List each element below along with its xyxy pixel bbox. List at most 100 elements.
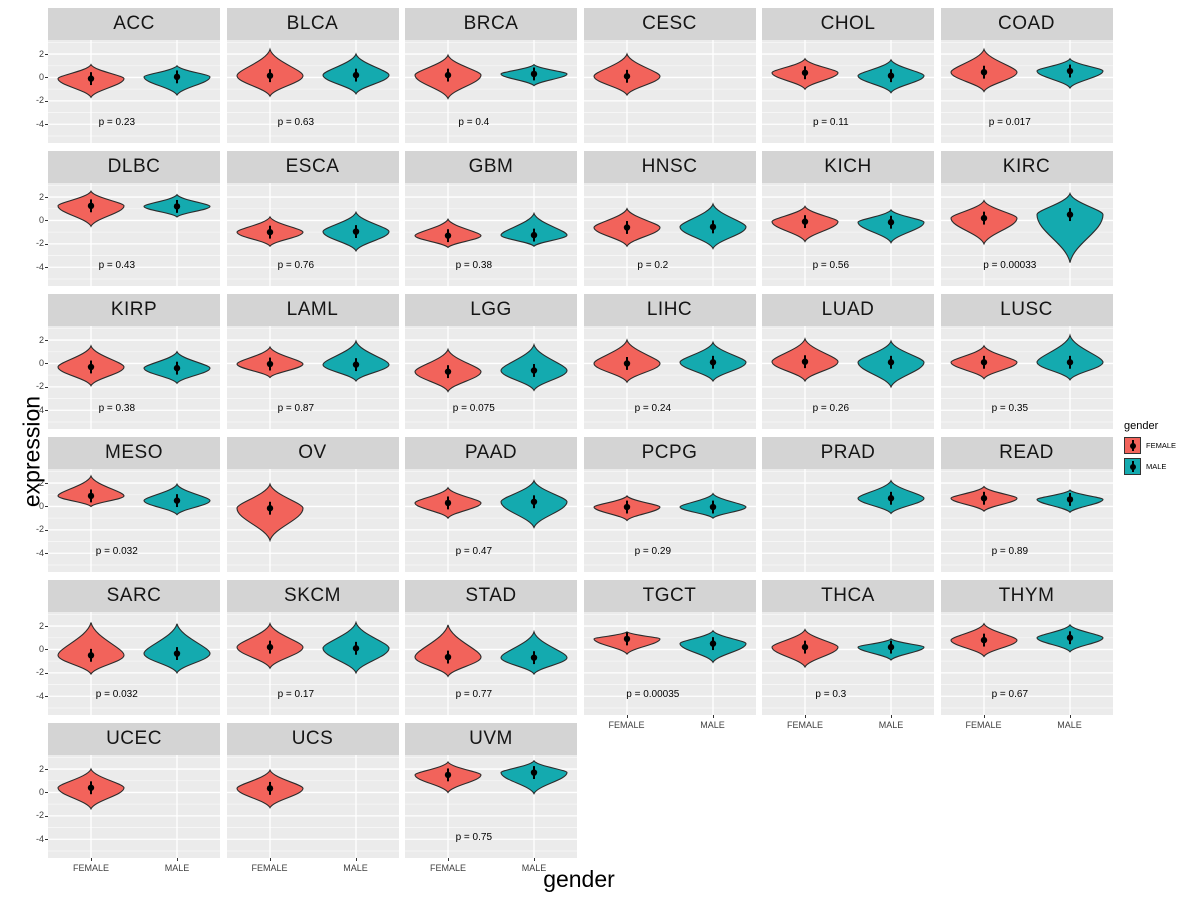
x-tick-mark [355, 858, 357, 861]
facet-SKCM: SKCM p = 0.17 [226, 580, 399, 715]
violin-panel: p = 0.11 [762, 40, 934, 143]
median-point [444, 71, 452, 79]
facet-PCPG: PCPG p = 0.29 [583, 437, 756, 572]
x-tick-mark [712, 715, 714, 718]
violin-panel [48, 755, 220, 858]
legend-label: MALE [1146, 462, 1167, 471]
violin-panel: p = 0.29 [583, 469, 756, 572]
median-point [980, 359, 987, 366]
facet-LAML: LAML p = 0.87 [226, 294, 399, 429]
x-tick-mark [448, 858, 449, 861]
violin-male [1035, 191, 1104, 263]
y-tick-label: -2 [35, 667, 44, 678]
facet-PRAD: PRAD [762, 437, 934, 572]
p-value-label: p = 0.38 [456, 260, 493, 271]
violin-panel: p = 0.00033 [940, 183, 1113, 286]
median-point [87, 652, 95, 659]
y-tick-label: 2 [38, 620, 44, 631]
x-tick-mark [534, 858, 535, 861]
p-value-label: p = 0.17 [277, 689, 314, 700]
panel-background [762, 612, 934, 715]
violin-panel: p = 0.38 [48, 326, 220, 429]
p-value-label: p = 0.56 [813, 260, 850, 271]
facet-COAD: COAD p = 0.017 [940, 8, 1113, 143]
x-tick-mark [983, 715, 985, 718]
y-tick-mark [45, 386, 48, 388]
facet-SARC: SARC p = 0.032 2 0 -2 -4 [36, 580, 220, 715]
median-point [87, 202, 95, 210]
panel-background [762, 183, 934, 286]
y-tick-label: 2 [38, 477, 44, 488]
violin-panel: p = 0.2 [583, 183, 756, 286]
median-point [623, 73, 630, 80]
y-tick-label: 0 [38, 71, 44, 82]
p-value-label: p = 0.032 [96, 689, 138, 700]
y-tick-label: -4 [35, 118, 44, 129]
median-point [173, 73, 181, 81]
median-point [623, 224, 630, 231]
facet-title: COAD [940, 8, 1113, 40]
violin-panel: p = 0.3 [762, 612, 934, 715]
facet-title: LUSC [940, 294, 1113, 326]
violin-panel: p = 0.075 [405, 326, 577, 429]
y-tick-label: -2 [35, 810, 44, 821]
x-tick-label: FEMALE [786, 720, 823, 730]
y-tick-mark [45, 340, 48, 342]
p-value-label: p = 0.24 [634, 403, 671, 414]
panel-background [583, 40, 756, 143]
y-tick-mark [45, 696, 48, 698]
p-value-label: p = 0.76 [277, 260, 314, 271]
p-value-label: p = 0.017 [988, 117, 1030, 128]
facet-UCS: UCS FEMALE MALE [226, 723, 399, 873]
median-point [87, 363, 95, 371]
x-tick-mark [805, 715, 806, 718]
median-point [530, 654, 538, 661]
p-value-label: p = 0.11 [813, 117, 849, 128]
p-value-label: p = 0.63 [277, 117, 314, 128]
violin-panel: p = 0.67 [940, 612, 1113, 715]
median-point [801, 643, 809, 651]
facet-GBM: GBM p = 0.38 [405, 151, 577, 286]
p-value-label: p = 0.47 [456, 546, 493, 557]
panel-background [583, 326, 756, 429]
facet-CESC: CESC [583, 8, 756, 143]
y-tick-label: -2 [35, 95, 44, 106]
facet-title: KICH [762, 151, 934, 183]
facet-LIHC: LIHC p = 0.24 [583, 294, 756, 429]
median-point [1066, 67, 1073, 75]
y-tick-label: -4 [35, 261, 44, 272]
median-point [87, 492, 95, 500]
facet-title: THCA [762, 580, 934, 612]
x-tick-mark [269, 858, 271, 861]
violin-panel: p = 0.24 [583, 326, 756, 429]
y-tick-mark [45, 100, 48, 102]
median-point [887, 219, 895, 226]
y-tick-label: 0 [38, 786, 44, 797]
facet-OV: OV [226, 437, 399, 572]
median-point [173, 203, 181, 210]
y-tick-label: 2 [38, 763, 44, 774]
facet-title: UVM [405, 723, 577, 755]
violin-panel: p = 0.032 [48, 469, 220, 572]
violin-panel: p = 0.63 [226, 40, 399, 143]
y-tick-mark [45, 267, 48, 269]
violin-panel: p = 0.76 [226, 183, 399, 286]
facet-title: ACC [48, 8, 220, 40]
p-value-label: p = 0.29 [634, 546, 671, 557]
median-point [887, 359, 895, 366]
median-point [87, 75, 95, 82]
facet-title: READ [940, 437, 1113, 469]
violin-panel [226, 755, 399, 858]
x-axis-title: gender [543, 866, 615, 892]
facet-title: HNSC [583, 151, 756, 183]
median-point [530, 231, 538, 239]
x-tick-label: MALE [164, 863, 190, 873]
y-tick-label: -4 [35, 404, 44, 415]
legend-entries: FEMALE MALE [1124, 437, 1176, 475]
facet-BLCA: BLCA p = 0.63 [226, 8, 399, 143]
median-point [266, 643, 273, 651]
p-value-label: p = 0.00035 [626, 689, 680, 700]
facet-title: CESC [583, 8, 756, 40]
facet-KIRP: KIRP p = 0.38 2 0 -2 -4 [36, 294, 220, 429]
